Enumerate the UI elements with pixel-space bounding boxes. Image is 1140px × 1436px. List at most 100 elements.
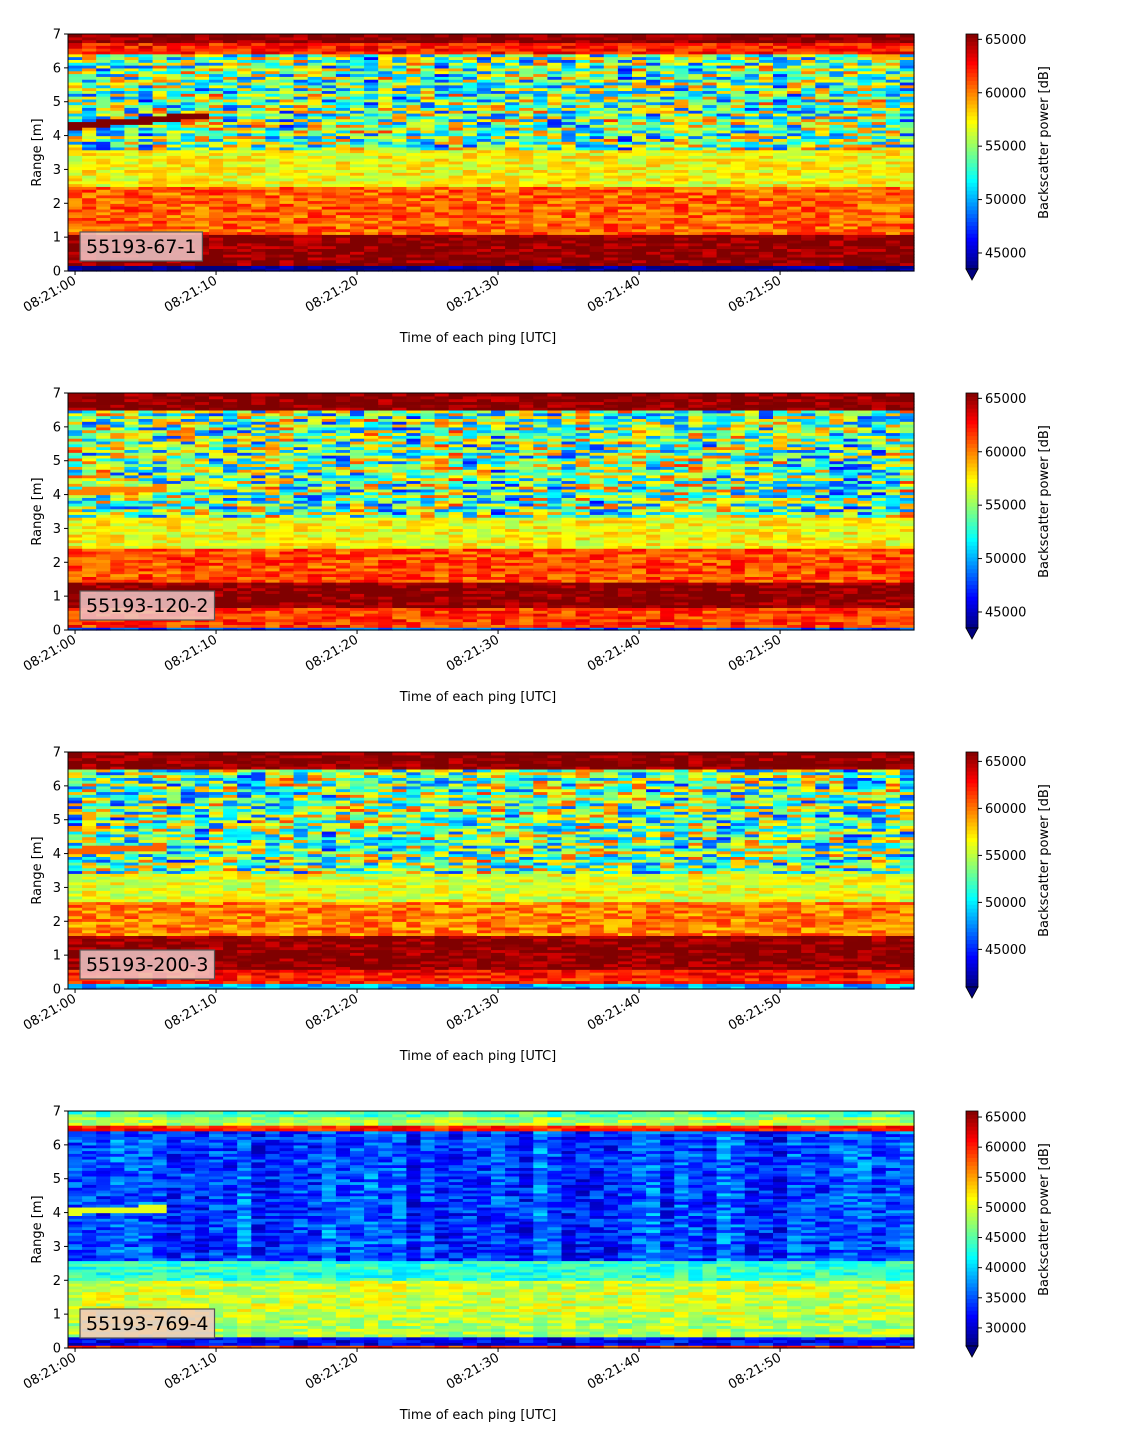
- x-tick-label: 08:21:50: [726, 991, 784, 1033]
- y-tick-label: 1: [53, 1308, 61, 1323]
- panel-2: 0 1 2 3 4 5 6 7 08:21:00 08:21:10 08:21:20 08:21:30…: [21, 387, 1052, 706]
- y-tick-label: 7: [53, 387, 61, 402]
- y-tick-label: 7: [53, 28, 61, 43]
- colorbar-tick-label: 55000: [985, 140, 1026, 155]
- colorbar: 45000 50000 55000 60000 65000 Backscatter pow…: [965, 33, 1052, 281]
- y-tick-label: 1: [53, 949, 61, 964]
- x-tick-label: 08:21:30: [444, 632, 502, 674]
- axes-frame: [67, 751, 915, 990]
- y-tick-label: 5: [53, 813, 61, 828]
- axes-frame: [67, 1110, 915, 1349]
- y-tick-label: 2: [53, 556, 61, 571]
- y-tick-label: 4: [53, 1206, 61, 1221]
- axes-frame: [67, 33, 915, 272]
- x-tick-label: 08:21:20: [303, 632, 361, 674]
- y-tick-label: 3: [53, 881, 61, 896]
- y-axis-label: Range [m]: [30, 1195, 45, 1263]
- colorbar-tick-label: 30000: [985, 1321, 1026, 1336]
- colorbar-tick-label: 45000: [985, 246, 1026, 261]
- y-tick-label: 0: [53, 1342, 61, 1357]
- y-tick-label: 6: [53, 61, 61, 76]
- colorbar-label: Backscatter power [dB]: [1037, 784, 1052, 937]
- y-tick-label: 0: [53, 983, 61, 998]
- panel-1: 0 1 2 3 4 5 6 7 08:21:00 08:21:10 08:21:20 08:21:30…: [21, 28, 1052, 347]
- y-tick-label: 3: [53, 1240, 61, 1255]
- echogram-heatmap: [68, 752, 915, 990]
- colorbar-tick-label: 65000: [985, 1111, 1026, 1126]
- y-tick-label: 5: [53, 95, 61, 110]
- y-tick-label: 1: [53, 590, 61, 605]
- x-tick-label: 08:21:20: [303, 991, 361, 1033]
- colorbar-tick-label: 40000: [985, 1261, 1026, 1276]
- colorbar: 45000 50000 55000 60000 65000 Backscatter pow…: [965, 751, 1052, 999]
- y-tick-label: 2: [53, 197, 61, 212]
- x-tick-label: 08:21:40: [585, 1350, 643, 1392]
- y-tick-label: 5: [53, 454, 61, 469]
- colorbar-tick-label: 45000: [985, 1231, 1026, 1246]
- colorbar-extend-min: [965, 986, 979, 999]
- colorbar-tick-label: 55000: [985, 849, 1026, 864]
- x-tick-label: 08:21:30: [444, 991, 502, 1033]
- colorbar-label: Backscatter power [dB]: [1037, 66, 1052, 219]
- colorbar-label: Backscatter power [dB]: [1037, 1143, 1052, 1296]
- echogram-heatmap: [68, 34, 915, 272]
- y-tick-label: 6: [53, 779, 61, 794]
- y-tick-label: 7: [53, 746, 61, 761]
- y-tick-label: 3: [53, 163, 61, 178]
- colorbar-tick-label: 60000: [985, 802, 1026, 817]
- colorbar-tick-label: 60000: [985, 445, 1026, 460]
- colorbar-extend-min: [965, 268, 979, 281]
- panel-label: 55193-67-1: [79, 231, 204, 262]
- x-tick-label: 08:21:50: [726, 1350, 784, 1392]
- colorbar-tick-label: 65000: [985, 392, 1026, 407]
- x-tick-label: 08:21:00: [21, 632, 79, 674]
- colorbar-tick-label: 65000: [985, 33, 1026, 48]
- x-tick-label: 08:21:40: [585, 273, 643, 315]
- y-tick-label: 7: [53, 1105, 61, 1120]
- x-tick-label: 08:21:00: [21, 1350, 79, 1392]
- x-axis-label: Time of each ping [UTC]: [399, 1049, 557, 1064]
- panel-label-text: 55193-67-1: [86, 236, 196, 258]
- x-tick-label: 08:21:10: [162, 632, 220, 674]
- y-tick-label: 0: [53, 624, 61, 639]
- y-tick-label: 1: [53, 231, 61, 246]
- x-axis-label: Time of each ping [UTC]: [399, 1408, 557, 1423]
- panel-4: 0 1 2 3 4 5 6 7 08:21:00 08:21:10 08:21:20 08:21:30…: [21, 1105, 1052, 1424]
- panel-label: 55193-120-2: [79, 590, 216, 621]
- x-tick-label: 08:21:00: [21, 991, 79, 1033]
- x-tick-label: 08:21:00: [21, 273, 79, 315]
- axes-frame: [67, 392, 915, 631]
- x-tick-label: 08:21:40: [585, 991, 643, 1033]
- panel-label-text: 55193-769-4: [86, 1313, 209, 1335]
- colorbar-label: Backscatter power [dB]: [1037, 425, 1052, 578]
- y-tick-label: 6: [53, 1138, 61, 1153]
- panel-label-text: 55193-120-2: [86, 595, 209, 617]
- panel-label: 55193-200-3: [79, 949, 216, 980]
- echogram-heatmap: [68, 393, 915, 631]
- colorbar-tick-label: 50000: [985, 896, 1026, 911]
- y-tick-label: 6: [53, 420, 61, 435]
- colorbar-tick-label: 45000: [985, 943, 1026, 958]
- colorbar-tick-label: 50000: [985, 552, 1026, 567]
- colorbar-tick-label: 50000: [985, 193, 1026, 208]
- y-axis-label: Range [m]: [30, 118, 45, 186]
- colorbar-tick-label: 65000: [985, 755, 1026, 770]
- y-tick-label: 4: [53, 847, 61, 862]
- panel-label: 55193-769-4: [79, 1308, 216, 1339]
- colorbar-extend-min: [965, 1345, 979, 1358]
- x-tick-label: 08:21:40: [585, 632, 643, 674]
- colorbar-tick-label: 60000: [985, 1141, 1026, 1156]
- colorbar: 45000 50000 55000 60000 65000 Backscatter pow…: [965, 392, 1052, 640]
- x-axis-label: Time of each ping [UTC]: [399, 331, 557, 346]
- x-tick-label: 08:21:10: [162, 273, 220, 315]
- x-axis-label: Time of each ping [UTC]: [399, 690, 557, 705]
- colorbar-tick-label: 35000: [985, 1291, 1026, 1306]
- y-tick-label: 2: [53, 1274, 61, 1289]
- y-tick-label: 0: [53, 265, 61, 280]
- x-tick-label: 08:21:20: [303, 273, 361, 315]
- colorbar-tick-label: 50000: [985, 1201, 1026, 1216]
- x-tick-label: 08:21:10: [162, 1350, 220, 1392]
- colorbar-extend-min: [965, 627, 979, 640]
- colorbar: 30000 35000 40000 45000 50000 55000 60000 65000…: [965, 1111, 1052, 1358]
